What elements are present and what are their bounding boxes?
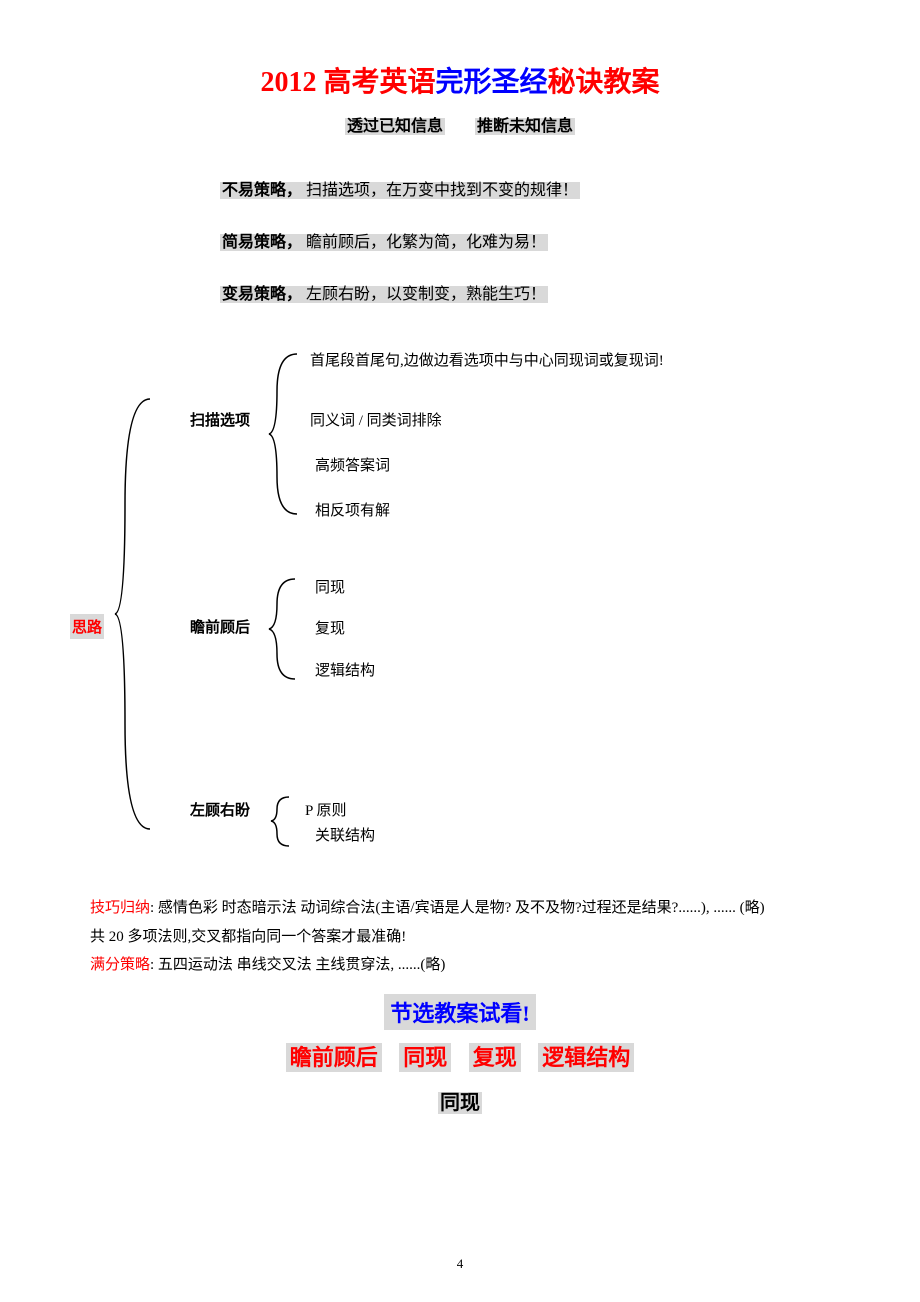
branch2-bracket-icon bbox=[265, 574, 305, 684]
footer-label: 技巧归纳 bbox=[90, 900, 150, 916]
strategies-block: 不易策略，扫描选项，在万变中找到不变的规律！ 简易策略，瞻前顾后，化繁为简，化难… bbox=[220, 176, 830, 304]
branch3-label: 左顾右盼 bbox=[190, 799, 250, 820]
branch1-item: 同义词 / 同类词排除 bbox=[310, 409, 442, 430]
root-bracket-icon bbox=[110, 394, 160, 834]
strategy-label: 不易策略， bbox=[220, 182, 304, 199]
title-part2: 完形圣经 bbox=[435, 67, 547, 98]
footer-text: : 五四运动法 串线交叉法 主线贯穿法, ......(略) bbox=[150, 957, 445, 973]
footer-notes: 技巧归纳: 感情色彩 时态暗示法 动词综合法(主语/宾语是人是物? 及不及物?过… bbox=[90, 894, 830, 980]
strategy-label: 简易策略， bbox=[220, 234, 304, 251]
bottom-red-title: 瞻前顾后 同现 复现 逻辑结构 bbox=[90, 1040, 830, 1072]
diagram-root: 思路 bbox=[70, 614, 104, 639]
branch2-item: 逻辑结构 bbox=[315, 659, 375, 680]
branch1-item: 首尾段首尾句,边做边看选项中与中心同现词或复现词! bbox=[310, 349, 664, 370]
strategy-line: 简易策略，瞻前顾后，化繁为简，化难为易！ bbox=[220, 228, 830, 252]
branch2-item: 复现 bbox=[315, 617, 345, 638]
footer-line3: 满分策略: 五四运动法 串线交叉法 主线贯穿法, ......(略) bbox=[90, 951, 830, 980]
sub-heading-text: 同现 bbox=[438, 1092, 482, 1114]
branch3-item: P 原则 bbox=[305, 799, 347, 820]
diagram: 思路 扫描选项 首尾段首尾句,边做边看选项中与中心同现词或复现词! 同义词 / … bbox=[90, 354, 830, 874]
red-keyword: 逻辑结构 bbox=[538, 1043, 634, 1072]
strategy-line: 变易策略，左顾右盼，以变制变，熟能生巧！ bbox=[220, 280, 830, 304]
bottom-blue-title: 节选教案试看! bbox=[384, 994, 535, 1030]
branch3-bracket-icon bbox=[267, 794, 297, 849]
branch3-item: 关联结构 bbox=[315, 824, 375, 845]
branch1-bracket-icon bbox=[265, 349, 305, 519]
red-keyword: 瞻前顾后 bbox=[286, 1043, 382, 1072]
strategy-text: 左顾右盼，以变制变，熟能生巧！ bbox=[304, 286, 548, 303]
subtitle-1: 透过已知信息 bbox=[345, 118, 445, 135]
strategy-label: 变易策略， bbox=[220, 286, 304, 303]
strategy-line: 不易策略，扫描选项，在万变中找到不变的规律！ bbox=[220, 176, 830, 200]
branch2-label: 瞻前顾后 bbox=[190, 616, 250, 637]
footer-text: : 感情色彩 时态暗示法 动词综合法(主语/宾语是人是物? 及不及物?过程还是结… bbox=[150, 900, 765, 916]
red-keyword: 同现 bbox=[399, 1043, 451, 1072]
page-number: 4 bbox=[0, 1256, 920, 1272]
branch2-item: 同现 bbox=[315, 576, 345, 597]
title-part1: 2012 高考英语 bbox=[260, 67, 435, 98]
footer-line1: 技巧归纳: 感情色彩 时态暗示法 动词综合法(主语/宾语是人是物? 及不及物?过… bbox=[90, 894, 830, 923]
footer-label: 满分策略 bbox=[90, 957, 150, 973]
branch1-label: 扫描选项 bbox=[190, 409, 250, 430]
subtitle: 透过已知信息 推断未知信息 bbox=[90, 112, 830, 136]
title-part3: 秘诀教案 bbox=[548, 67, 660, 98]
branch1-item: 相反项有解 bbox=[315, 499, 390, 520]
red-keyword: 复现 bbox=[469, 1043, 521, 1072]
bottom-sub-heading: 同现 bbox=[90, 1086, 830, 1115]
subtitle-2: 推断未知信息 bbox=[475, 118, 575, 135]
bottom-blue-wrap: 节选教案试看! bbox=[90, 994, 830, 1030]
strategy-text: 瞻前顾后，化繁为简，化难为易！ bbox=[304, 234, 548, 251]
branch1-item: 高频答案词 bbox=[315, 454, 390, 475]
page-title: 2012 高考英语完形圣经秘诀教案 bbox=[90, 60, 830, 100]
footer-line2: 共 20 多项法则,交叉都指向同一个答案才最准确! bbox=[90, 923, 830, 952]
strategy-text: 扫描选项，在万变中找到不变的规律！ bbox=[304, 182, 580, 199]
